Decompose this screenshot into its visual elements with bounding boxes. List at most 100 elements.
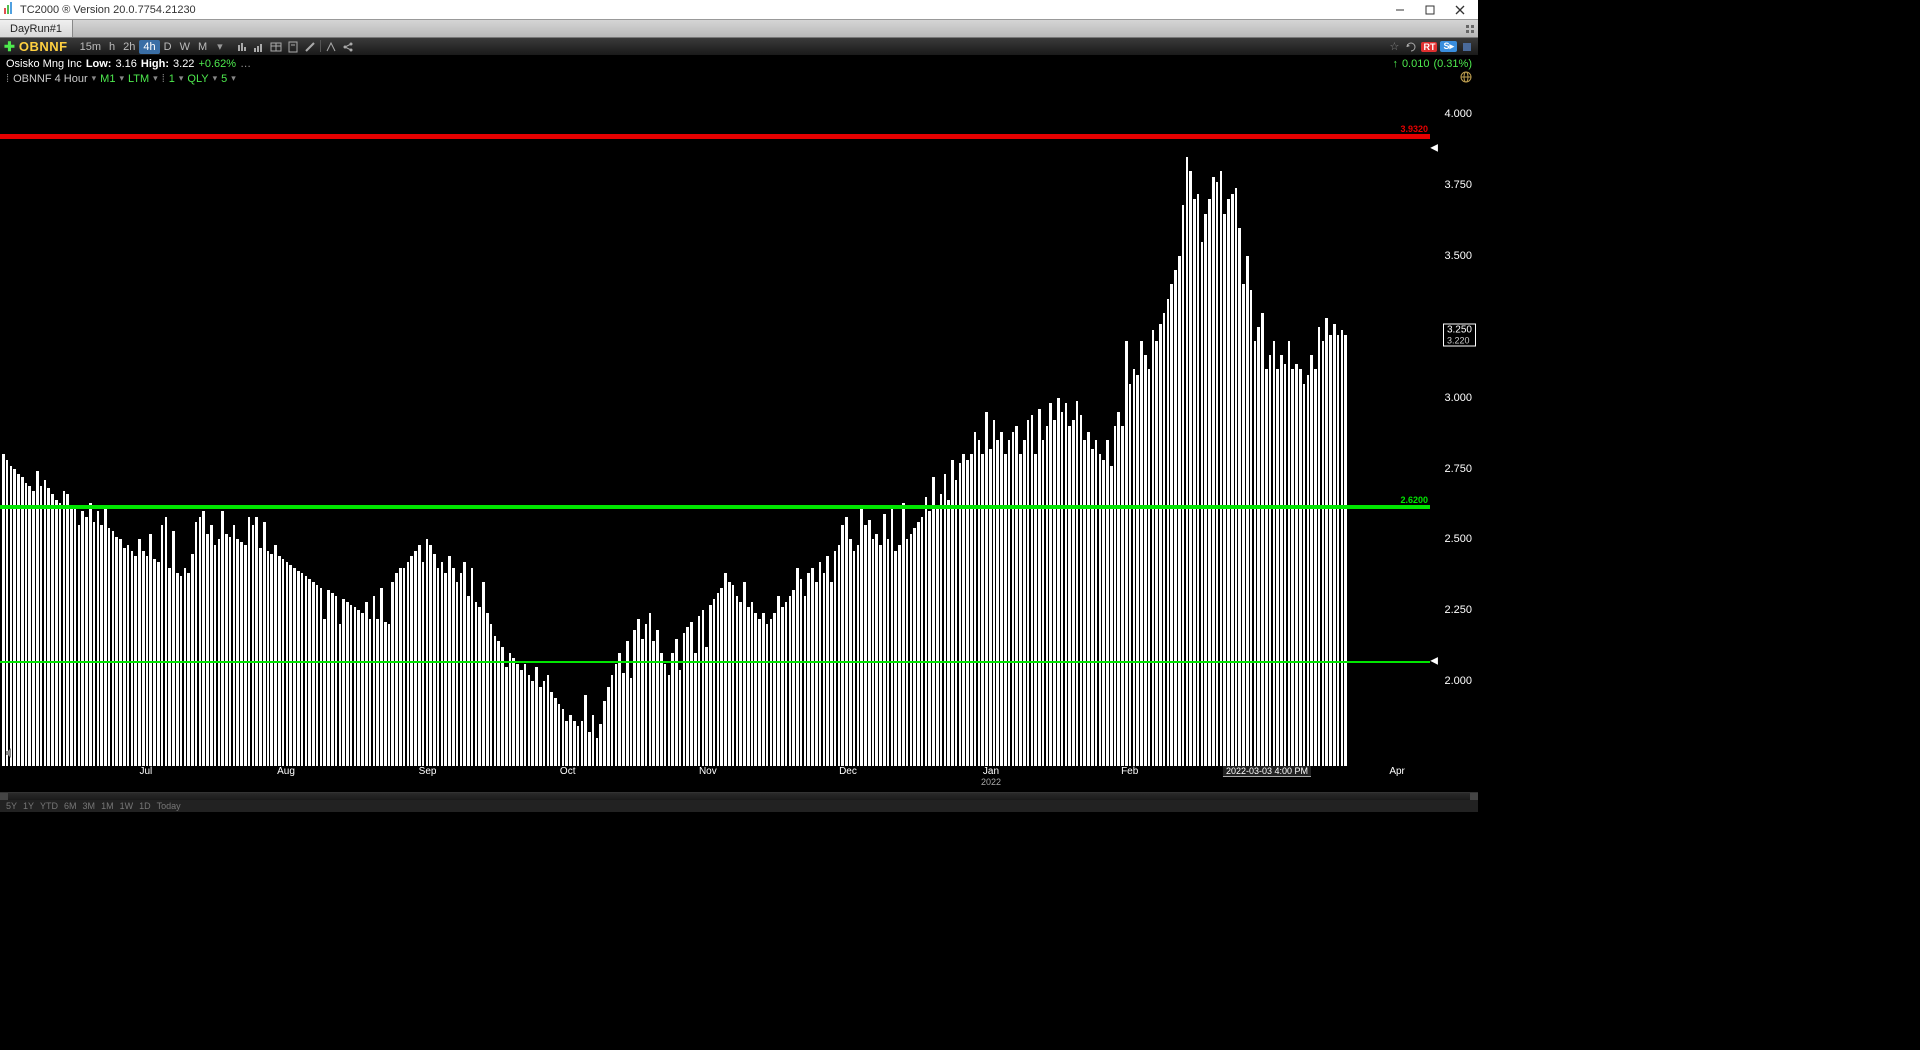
- series-name[interactable]: OBNNF 4 Hour: [13, 73, 88, 85]
- ticker-symbol[interactable]: OBNNF: [19, 39, 68, 54]
- caret-icon[interactable]: ▾: [179, 73, 184, 84]
- timeframe-W[interactable]: W: [176, 40, 194, 54]
- x-axis[interactable]: Jul Aug Sep Oct Nov Dec Jan2022 Feb Apr 2022-03-0…: [0, 766, 1430, 792]
- support-line[interactable]: [0, 505, 1430, 509]
- y-axis[interactable]: 4.000 3.750 3.500 3.000 2.750 2.500 2.250 2.000…: [1430, 86, 1478, 792]
- table-icon[interactable]: [269, 40, 283, 54]
- caret-icon[interactable]: ▾: [119, 73, 124, 84]
- range-today[interactable]: Today: [157, 801, 181, 811]
- company-name: Osisko Mng Inc: [6, 58, 82, 70]
- grip-icon[interactable]: ⁞: [6, 73, 9, 85]
- change-value: 0.010: [1402, 58, 1430, 70]
- range-1y[interactable]: 1Y: [23, 801, 34, 811]
- share-icon[interactable]: [341, 40, 355, 54]
- y-tick: 2.750: [1444, 463, 1472, 475]
- indicator-5[interactable]: 5: [221, 73, 227, 85]
- chart-area[interactable]: 3.93202.6200 JulAugSepOctNovDecJan2022Fe…: [0, 86, 1478, 792]
- timeframe-2h[interactable]: 2h: [119, 40, 139, 54]
- indicator-m1[interactable]: M1: [100, 73, 115, 85]
- pencil-icon[interactable]: [303, 40, 317, 54]
- close-button[interactable]: [1446, 1, 1474, 19]
- window-titlebar: TC2000 ® Version 20.0.7754.21230: [0, 0, 1478, 19]
- y-tick: 3.000: [1444, 392, 1472, 404]
- app-logo-icon: [4, 2, 16, 17]
- high-value: 3.22: [173, 58, 194, 70]
- realtime-badge[interactable]: RT: [1421, 42, 1437, 52]
- arrow-marker-icon: ◀: [1430, 656, 1438, 667]
- series-infoline: ⁞ OBNNF 4 Hour ▾ M1 ▾ LTM ▾ ⁞ 1 ▾ QLY ▾ …: [0, 71, 1478, 86]
- range-5y[interactable]: 5Y: [6, 801, 17, 811]
- timeframe-M[interactable]: M: [194, 40, 211, 54]
- arrow-marker-icon: ◀: [1430, 143, 1438, 154]
- range-1d[interactable]: 1D: [139, 801, 151, 811]
- streaming-badge[interactable]: S▸: [1440, 41, 1457, 52]
- caret-icon[interactable]: ▾: [213, 73, 218, 84]
- chart-type-icon[interactable]: [235, 40, 249, 54]
- more-icon[interactable]: …: [240, 58, 251, 70]
- x-tick: Feb: [1121, 766, 1138, 777]
- speaker-icon[interactable]: [4, 747, 16, 762]
- range-ytd[interactable]: YTD: [40, 801, 58, 811]
- draw-icon[interactable]: [324, 40, 338, 54]
- settings-icon[interactable]: [1460, 40, 1474, 54]
- x-tick: Jan: [983, 766, 999, 777]
- timeframe-15m[interactable]: 15m: [76, 40, 105, 54]
- y-tick: 3.500: [1444, 250, 1472, 262]
- volume-icon[interactable]: [252, 40, 266, 54]
- timeframe-4h[interactable]: 4h: [139, 40, 159, 54]
- minimize-button[interactable]: [1386, 1, 1414, 19]
- price-bars: [0, 86, 1430, 766]
- y-tick: 2.000: [1444, 675, 1472, 687]
- timeframe-more-icon[interactable]: ▾: [215, 40, 225, 53]
- caret-icon[interactable]: ▾: [92, 73, 97, 84]
- y-tick: 2.250: [1444, 604, 1472, 616]
- range-3m[interactable]: 3M: [83, 801, 96, 811]
- indicator-1[interactable]: 1: [169, 73, 175, 85]
- star-icon[interactable]: ☆: [1387, 40, 1401, 54]
- range-footer: 5Y 1Y YTD 6M 3M 1M 1W 1D Today: [0, 800, 1478, 812]
- quote-infoline: Osisko Mng Inc Low: 3.16 High: 3.22 +0.6…: [0, 56, 1478, 71]
- timeframe-group: 15mh2h4hDWM: [76, 40, 212, 54]
- y-tick: 3.750: [1444, 179, 1472, 191]
- x-tick: Jul: [139, 766, 152, 777]
- globe-icon[interactable]: [1460, 71, 1472, 86]
- low-value: 3.16: [115, 58, 136, 70]
- window-title: TC2000 ® Version 20.0.7754.21230: [20, 4, 1386, 16]
- x-tick: Apr: [1389, 766, 1405, 777]
- add-symbol-icon[interactable]: ✚: [4, 39, 15, 55]
- y-tick: 4.000: [1444, 108, 1472, 120]
- caret-icon[interactable]: ▾: [153, 73, 158, 84]
- range-6m[interactable]: 6M: [64, 801, 77, 811]
- x-tick: Oct: [560, 766, 576, 777]
- timeframe-D[interactable]: D: [160, 40, 176, 54]
- change-pct: (0.31%): [1433, 58, 1472, 70]
- timeframe-h[interactable]: h: [105, 40, 119, 54]
- refresh-icon[interactable]: [1404, 40, 1418, 54]
- note-icon[interactable]: [286, 40, 300, 54]
- indicator-ltm[interactable]: LTM: [128, 73, 149, 85]
- layout-menu-icon[interactable]: [1462, 20, 1478, 37]
- up-arrow-icon: ↑: [1392, 58, 1398, 70]
- hline-label: 2.6200: [1400, 495, 1428, 505]
- layout-tab[interactable]: DayRun#1: [0, 20, 73, 37]
- x-tick: Aug: [277, 766, 295, 777]
- y-tick: 2.500: [1444, 533, 1472, 545]
- x-tick: Nov: [699, 766, 717, 777]
- scrub-handle-left[interactable]: [0, 793, 8, 800]
- grip-icon[interactable]: ⁞: [162, 73, 165, 85]
- x-tick: Dec: [839, 766, 857, 777]
- range-1m[interactable]: 1M: [101, 801, 114, 811]
- chart-toolbar: ✚ OBNNF 15mh2h4hDWM ▾ ☆ RT S▸: [0, 38, 1478, 56]
- maximize-button[interactable]: [1416, 1, 1444, 19]
- resistance-line[interactable]: [0, 134, 1430, 139]
- indicator-qly[interactable]: QLY: [187, 73, 208, 85]
- scrub-handle-right[interactable]: [1470, 793, 1478, 800]
- crosshair-date-flag: 2022-03-03 4:00 PM: [1223, 766, 1311, 777]
- x-tick-sub: 2022: [981, 777, 1001, 787]
- range-1w[interactable]: 1W: [120, 801, 134, 811]
- support-line[interactable]: [0, 661, 1430, 663]
- caret-icon[interactable]: ▾: [231, 73, 236, 84]
- pct-change: +0.62%: [198, 58, 236, 70]
- x-tick: Sep: [419, 766, 437, 777]
- time-scrubber[interactable]: [0, 792, 1478, 800]
